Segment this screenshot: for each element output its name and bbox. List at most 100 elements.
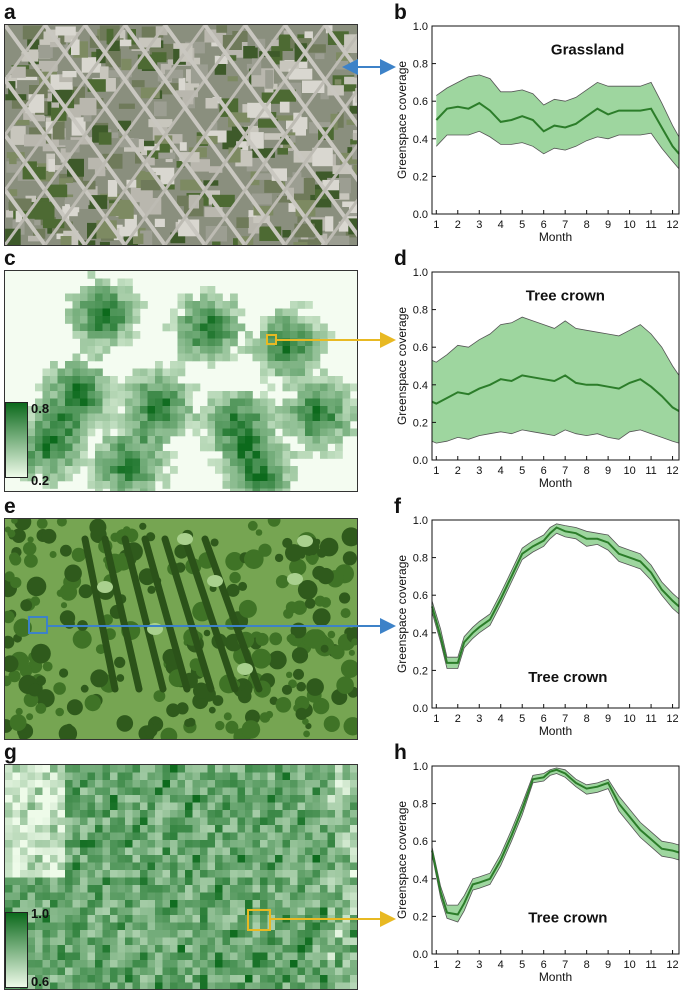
x-tick-label: 7 — [562, 465, 568, 477]
x-tick-label: 1 — [433, 465, 439, 477]
y-tick-label: 0.8 — [413, 553, 428, 565]
x-axis-label: Month — [539, 724, 572, 738]
aerial-urban-canvas — [5, 25, 357, 245]
y-tick-label: 0.6 — [413, 590, 428, 602]
coverage-map-grassland — [4, 270, 358, 492]
y-tick-label: 0.8 — [413, 59, 428, 71]
x-tick-label: 5 — [519, 219, 525, 231]
band-upper-edge — [431, 523, 680, 658]
x-tick-label: 6 — [541, 465, 547, 477]
x-tick-label: 5 — [519, 713, 525, 725]
y-tick-label: 0.4 — [413, 134, 428, 146]
x-tick-label: 12 — [666, 219, 678, 231]
x-tick-label: 2 — [455, 465, 461, 477]
x-tick-label: 11 — [645, 465, 656, 477]
chart-panel-h: 0.00.20.40.60.81.01 2 3 4 5 6 7 8 9 10 11 12MonthGr… — [395, 761, 680, 984]
y-tick-label: 1.0 — [413, 267, 428, 279]
x-tick-label: 3 — [476, 219, 482, 231]
y-tick-label: 0.0 — [413, 949, 428, 961]
band-upper-edge — [431, 767, 680, 906]
coverage-map-g-canvas — [5, 765, 357, 989]
legend-min-c: 0.2 — [31, 473, 50, 488]
x-tick-label: 2 — [455, 959, 461, 971]
coverage-map-tree-crown — [4, 764, 358, 990]
x-tick-label: 3 — [476, 959, 482, 971]
x-tick-label: 11 — [645, 713, 656, 725]
chart-panel-d: 0.00.20.40.60.81.01 2 3 4 5 6 7 8 9 10 11 12MonthGr… — [395, 267, 680, 490]
x-tick-label: 12 — [666, 713, 678, 725]
legend-max-c: 0.8 — [31, 401, 50, 416]
x-tick-label: 3 — [476, 713, 482, 725]
x-tick-label: 12 — [666, 959, 678, 971]
chart-annotation: Grassland — [551, 42, 624, 59]
x-tick-label: 9 — [605, 465, 611, 477]
panel-label-h: h — [394, 741, 407, 764]
plot-frame — [431, 25, 680, 215]
y-tick-label: 1.0 — [413, 515, 428, 527]
x-tick-label: 2 — [455, 713, 461, 725]
legend-colorbar-c — [5, 402, 28, 478]
y-tick-label: 0.4 — [413, 874, 428, 886]
band-upper-edge — [436, 74, 680, 138]
x-tick-label: 2 — [455, 219, 461, 231]
coverage-map-c-canvas — [5, 271, 357, 491]
x-tick-label: 7 — [562, 959, 568, 971]
x-tick-label: 4 — [498, 465, 504, 477]
y-tick-label: 0.2 — [413, 665, 428, 677]
mean-line — [431, 768, 680, 916]
y-tick-label: 0.2 — [413, 911, 428, 923]
legend-colorbar-g — [5, 912, 28, 988]
aerial-golf-canvas — [5, 519, 357, 739]
x-tick-label: 5 — [519, 465, 525, 477]
x-axis-label: Month — [539, 476, 572, 490]
y-tick-label: 1.0 — [413, 21, 428, 33]
aerial-image-urban — [4, 24, 358, 246]
x-tick-label: 4 — [498, 959, 504, 971]
chart-panel-b: 0.00.20.40.60.81.01 2 3 4 5 6 7 8 9 10 11 12MonthGr… — [395, 21, 680, 244]
x-tick-label: 6 — [541, 713, 547, 725]
x-axis-label: Month — [539, 970, 572, 984]
plot-frame — [431, 519, 680, 709]
x-tick-label: 8 — [584, 465, 590, 477]
y-tick-label: 0.2 — [413, 417, 428, 429]
x-tick-label: 12 — [666, 465, 678, 477]
panel-label-c: c — [4, 247, 16, 270]
legend-min-g: 0.6 — [31, 974, 50, 989]
mean-line — [431, 526, 680, 664]
y-tick-label: 0.6 — [413, 96, 428, 108]
chart-annotation: Tree crown — [528, 669, 607, 686]
x-tick-label: 9 — [605, 713, 611, 725]
x-tick-label: 4 — [498, 219, 504, 231]
y-axis-label: Greenspace coverage — [395, 61, 409, 179]
x-tick-label: 10 — [623, 465, 635, 477]
legend-max-g: 1.0 — [31, 906, 50, 921]
confidence-band — [432, 523, 679, 669]
panel-label-f: f — [394, 495, 401, 518]
band-lower-edge — [431, 532, 680, 669]
x-tick-label: 1 — [433, 219, 439, 231]
x-tick-label: 4 — [498, 713, 504, 725]
plot-frame — [431, 271, 680, 461]
y-axis-label: Greenspace coverage — [395, 307, 409, 425]
x-tick-label: 9 — [605, 219, 611, 231]
x-tick-label: 8 — [584, 713, 590, 725]
y-tick-label: 0.6 — [413, 836, 428, 848]
panel-label-b: b — [394, 1, 407, 24]
y-tick-label: 1.0 — [413, 761, 428, 773]
x-axis-label: Month — [539, 230, 572, 244]
plot-frame — [431, 765, 680, 955]
band-lower-edge — [436, 130, 680, 170]
y-tick-label: 0.0 — [413, 209, 428, 221]
y-tick-label: 0.4 — [413, 628, 428, 640]
panel-label-g: g — [4, 741, 17, 764]
mean-line — [431, 374, 680, 412]
chart-panel-f: 0.00.20.40.60.81.01 2 3 4 5 6 7 8 9 10 11 12MonthGr… — [395, 515, 680, 738]
band-upper-edge — [431, 316, 680, 376]
x-tick-label: 8 — [584, 959, 590, 971]
x-tick-label: 3 — [476, 465, 482, 477]
x-tick-label: 10 — [623, 959, 635, 971]
chart-annotation: Tree crown — [526, 288, 605, 305]
band-lower-edge — [431, 429, 680, 444]
y-tick-label: 0.0 — [413, 703, 428, 715]
